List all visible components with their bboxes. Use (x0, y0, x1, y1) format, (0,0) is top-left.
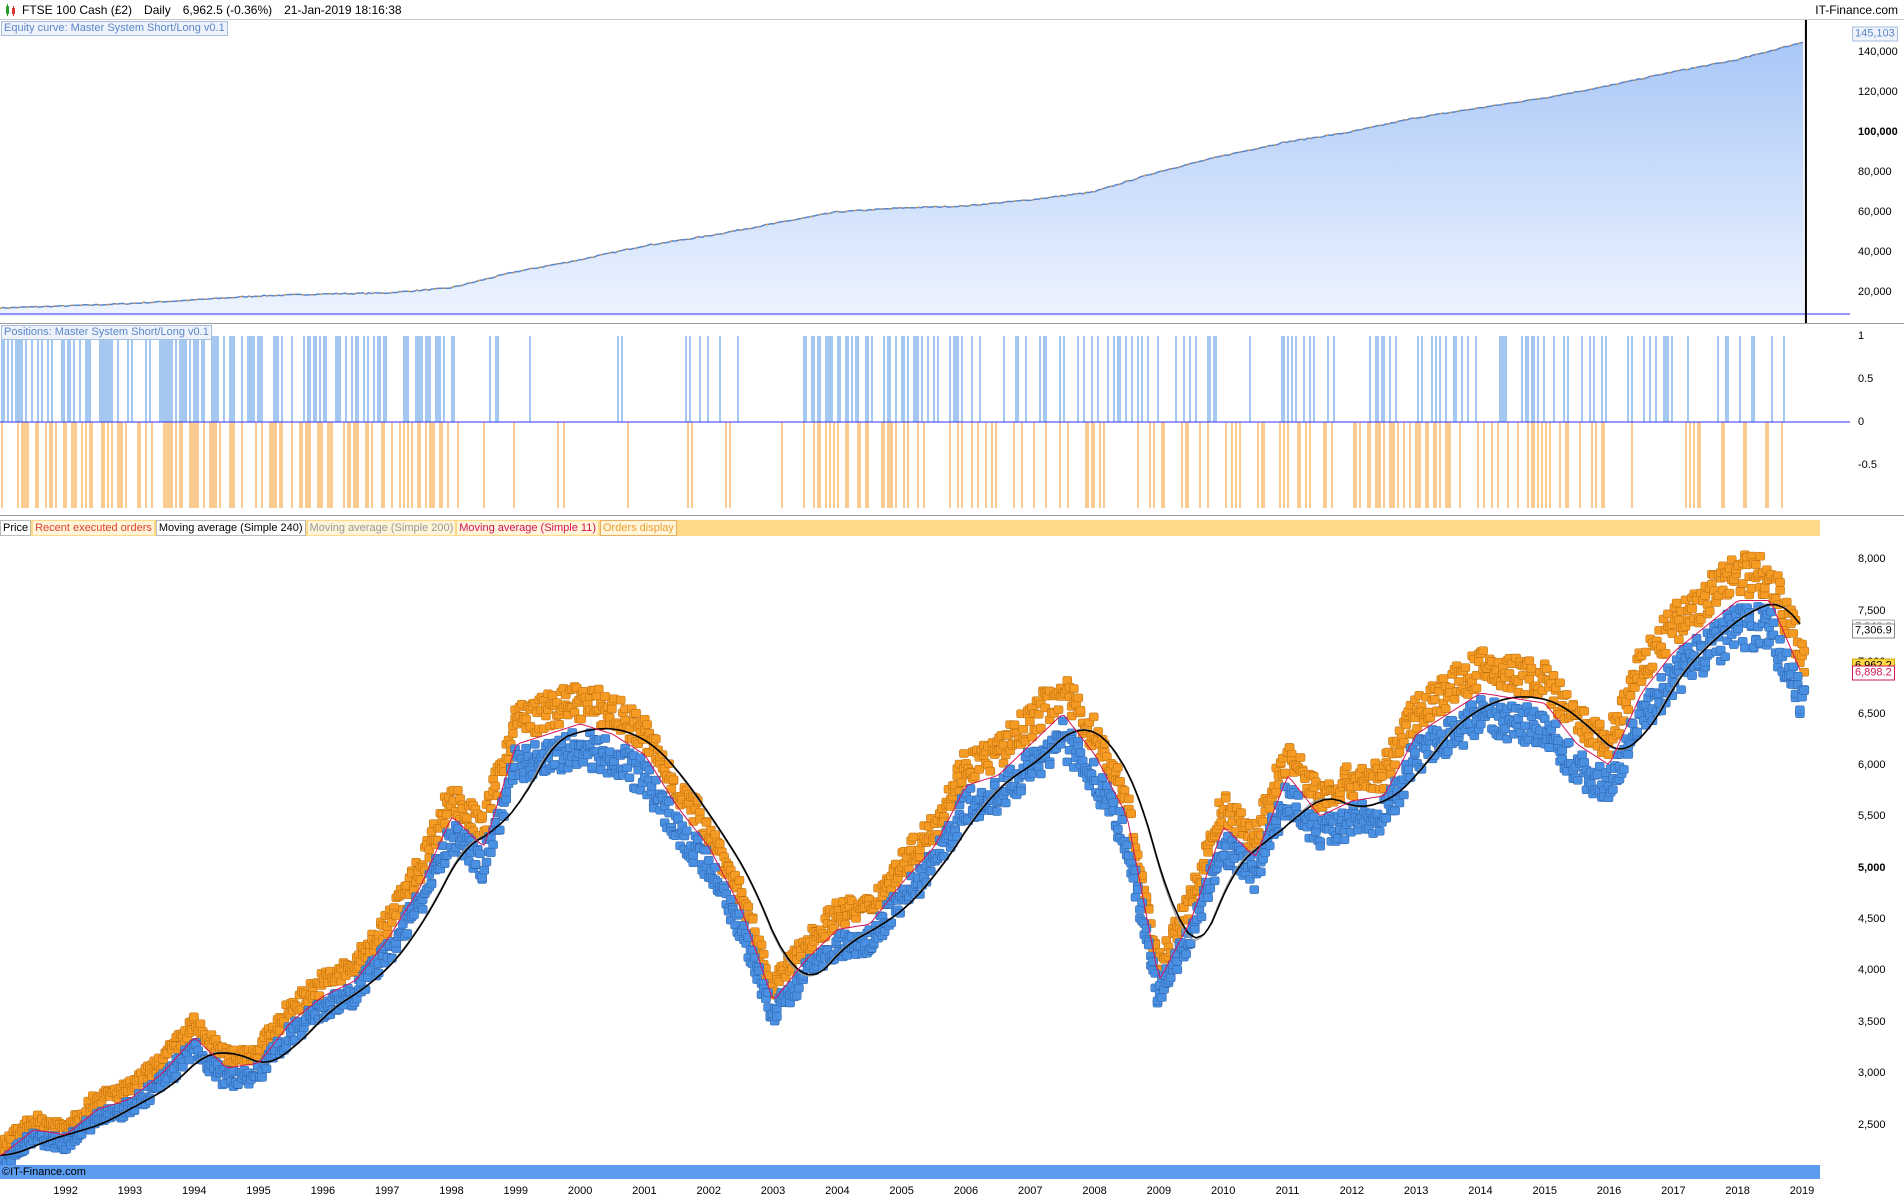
price-tag: 7,306.9 (1852, 623, 1895, 639)
equity-y-tick: 60,000 (1858, 206, 1892, 218)
long-position-bars (1, 336, 1785, 422)
x-tick-year: 1993 (117, 1185, 143, 1197)
x-tick-year: 1992 (53, 1185, 78, 1197)
datetime-label: 21-Jan-2019 18:16:38 (284, 2, 402, 17)
price-y-tick: 3,500 (1858, 1015, 1886, 1028)
x-tick-year: 2006 (953, 1185, 979, 1197)
positions-panel[interactable]: Positions: Master System Short/Long v0.1… (0, 324, 1904, 516)
x-tick-year: 2007 (1018, 1185, 1043, 1197)
ma240-line (0, 603, 1801, 1157)
x-tick-year: 1995 (246, 1185, 271, 1197)
orders-strip (0, 1165, 1820, 1179)
x-axis: 1992 1993 1994 1995 1996 1997 1998 1999 2000 2001… (0, 1182, 1904, 1200)
equity-y-tick: 120,000 (1858, 86, 1898, 98)
x-tick-year: 2002 (696, 1185, 721, 1197)
candlestick-chart-icon (6, 3, 15, 16)
x-tick-year: 2017 (1661, 1185, 1686, 1197)
equity-area (0, 42, 1804, 317)
equity-chart (0, 20, 1850, 323)
x-tick-year: 2004 (825, 1185, 850, 1197)
x-tick-year: 2013 (1403, 1185, 1429, 1197)
legend-ma200[interactable]: Moving average (Simple 200) (307, 521, 456, 535)
last-price: 6,962.5 (-0.36%) (182, 2, 273, 17)
x-tick-year: 2000 (567, 1185, 593, 1197)
positions-label[interactable]: Positions: Master System Short/Long v0.1 (1, 325, 212, 340)
price-panel[interactable]: 2,500 3,000 3,500 4,000 4,500 5,000 5,500 6,000… (0, 536, 1904, 1182)
short-order-markers (0, 550, 1810, 1155)
x-tick-year: 2014 (1468, 1185, 1493, 1197)
price-y-tick: 5,000 (1858, 861, 1886, 874)
price-y-tick: 8,000 (1858, 553, 1886, 566)
price-y-tick: 4,500 (1858, 913, 1886, 926)
legend-price[interactable]: Price (0, 520, 32, 536)
x-tick-year: 2003 (760, 1185, 786, 1197)
price-y-tick: 3,000 (1858, 1067, 1886, 1080)
x-tick-year: 2008 (1082, 1185, 1107, 1197)
equity-y-tick: 20,000 (1858, 286, 1892, 298)
positions-y-tick: 1 (1858, 330, 1865, 342)
period-label[interactable]: Daily (144, 2, 171, 17)
instrument-name[interactable]: FTSE 100 Cash (£2) (22, 2, 133, 17)
x-tick-year: 1999 (503, 1185, 529, 1197)
x-tick-year: 2016 (1596, 1185, 1622, 1197)
equity-y-tick: 140,000 (1858, 46, 1898, 58)
positions-y-tick: 0.5 (1858, 373, 1874, 385)
x-tick-year: 2011 (1275, 1185, 1300, 1197)
x-tick-year: 2015 (1532, 1185, 1557, 1197)
legend-ma240[interactable]: Moving average (Simple 240) (155, 520, 306, 536)
x-tick-year: 2018 (1725, 1185, 1750, 1197)
price-y-tick: 6,000 (1858, 758, 1886, 771)
price-legend-bar: Price Recent executed orders Moving aver… (0, 520, 1820, 536)
x-tick-year: 1998 (439, 1185, 464, 1197)
price-y-tick: 7,500 (1858, 604, 1886, 617)
equity-trade-markers (0, 41, 1804, 310)
brand-label: IT-Finance.com (1815, 3, 1898, 17)
positions-chart (0, 336, 1850, 508)
short-position-bars (1, 422, 1783, 508)
equity-y-tick: 40,000 (1858, 246, 1892, 258)
positions-y-tick: -0.5 (1858, 459, 1877, 471)
chart-header: FTSE 100 Cash (£2) Daily 6,962.5 (-0.36%… (0, 0, 1904, 20)
equity-y-tick: 100,000 (1858, 126, 1898, 138)
price-y-tick: 4,000 (1858, 964, 1886, 977)
x-tick-year: 1994 (181, 1185, 207, 1197)
price-tag: 6,898.2 (1852, 665, 1895, 681)
x-tick-year: 1996 (310, 1185, 336, 1197)
equity-panel[interactable]: Equity curve: Master System Short/Long v… (0, 20, 1904, 324)
ma11-line (0, 600, 1801, 1156)
price-chart (0, 550, 1810, 1170)
legend-ma11[interactable]: Moving average (Simple 11) (457, 521, 598, 535)
positions-y-tick: 0 (1858, 416, 1865, 428)
x-tick-year: 2010 (1210, 1185, 1236, 1197)
equity-last-value: 145,103 (1852, 26, 1898, 42)
x-tick-year: 2012 (1339, 1185, 1365, 1197)
x-tick-year: 2019 (1789, 1185, 1815, 1197)
x-tick-year: 1997 (374, 1185, 400, 1197)
watermark: ©IT-Finance.com (2, 1166, 86, 1178)
legend-orders-display[interactable]: Orders display (599, 520, 677, 536)
legend-recent-orders[interactable]: Recent executed orders (33, 521, 154, 535)
x-tick-year: 2009 (1146, 1185, 1172, 1197)
price-y-tick: 5,500 (1858, 810, 1886, 823)
price-y-tick: 6,500 (1858, 707, 1886, 720)
equity-curve-label[interactable]: Equity curve: Master System Short/Long v… (1, 21, 228, 36)
equity-y-tick: 80,000 (1858, 166, 1892, 178)
x-tick-year: 2005 (889, 1185, 914, 1197)
price-y-tick: 2,500 (1858, 1118, 1886, 1131)
x-tick-year: 2001 (632, 1185, 657, 1197)
